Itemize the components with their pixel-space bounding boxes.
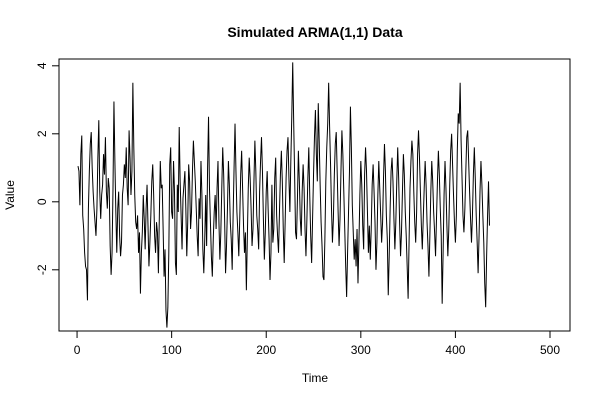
y-tick-label: 4 xyxy=(35,62,49,69)
x-tick-label: 0 xyxy=(74,343,81,357)
x-tick-label: 100 xyxy=(162,343,182,357)
chart-title: Simulated ARMA(1,1) Data xyxy=(227,24,403,40)
x-axis-label: Time xyxy=(302,371,329,385)
series-layer xyxy=(77,62,490,328)
series-line-0 xyxy=(77,62,490,328)
y-tick-label: 0 xyxy=(35,198,49,205)
x-tick-label: 200 xyxy=(256,343,276,357)
x-axis: 0 100 200 300 400 500 xyxy=(74,330,560,357)
y-tick-label: 2 xyxy=(35,130,49,137)
y-tick-label: -2 xyxy=(35,264,49,275)
y-axis: -2 0 2 4 xyxy=(35,62,60,275)
x-tick-label: 500 xyxy=(540,343,560,357)
x-tick-label: 400 xyxy=(445,343,465,357)
y-axis-label: Value xyxy=(3,180,17,210)
x-tick-label: 300 xyxy=(351,343,371,357)
